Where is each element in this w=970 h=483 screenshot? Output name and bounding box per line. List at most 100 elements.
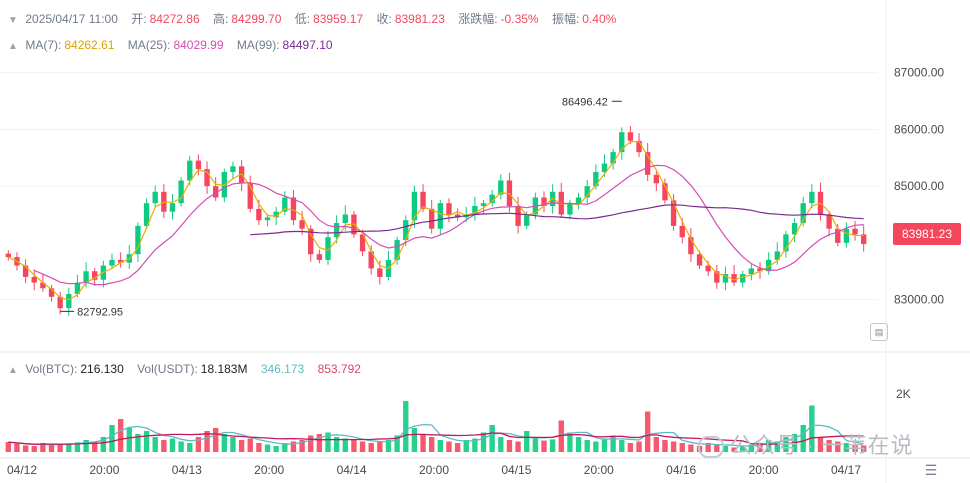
low-value: 83959.17 (313, 12, 364, 26)
change-label: 涨跌幅: (458, 12, 498, 26)
volume-bar (463, 440, 469, 452)
volume-bar (22, 445, 29, 452)
volume-bar (308, 435, 314, 452)
time-axis-label: 20:00 (749, 463, 779, 477)
vol-usdt-label: Vol(USDT): (137, 362, 198, 376)
candle-body (273, 211, 279, 218)
volume-bar (843, 443, 850, 452)
volume-bar (117, 419, 124, 452)
volume-bar (109, 425, 115, 452)
candle-body (178, 180, 184, 204)
high-value: 84299.70 (231, 12, 282, 26)
vol-usdt-value: 18.183M (200, 362, 248, 376)
candle-body (83, 271, 89, 283)
candle-body (705, 265, 711, 272)
chart-settings-icon[interactable]: ▤ (870, 323, 888, 341)
candle-body (662, 183, 668, 201)
volume-bar (662, 440, 668, 452)
volume-bar (325, 432, 331, 452)
candle-body (765, 259, 772, 272)
volume-bar (826, 440, 832, 452)
amplitude-label: 振幅: (551, 12, 580, 26)
volume-bar (213, 428, 219, 452)
volume-bar (861, 445, 867, 452)
candle-body (714, 271, 720, 283)
volume-bar (757, 443, 763, 452)
candle-body (619, 132, 625, 153)
volume-bar (230, 437, 236, 452)
volume-bar (852, 444, 858, 452)
volume-bar (489, 425, 495, 452)
candle-body (670, 200, 677, 226)
candle-body (748, 268, 755, 275)
volume-bar (817, 437, 824, 452)
volume-bar (498, 437, 504, 452)
volume-bar (57, 444, 63, 452)
volume-bar (161, 440, 167, 452)
time-axis-label: 04/17 (831, 463, 861, 477)
candle-body (688, 237, 694, 255)
candle-body (480, 203, 487, 207)
volume-bar (688, 444, 694, 452)
ma25-line (33, 164, 864, 286)
candle-body (843, 228, 850, 243)
volume-bar (809, 405, 815, 452)
volume-bar (178, 441, 184, 452)
chevron-down-icon[interactable]: ▲ (8, 365, 18, 376)
volume-bar (74, 442, 81, 452)
close-value: 83981.23 (394, 12, 445, 26)
chevron-down-icon[interactable]: ▲ (8, 41, 18, 52)
candle-body (472, 206, 478, 215)
ma7-line (8, 141, 864, 301)
volume-bar (506, 440, 513, 452)
amplitude-value: 0.40% (582, 12, 617, 26)
volume-bar (515, 441, 521, 452)
volume-bar (584, 440, 590, 452)
volume-bar (645, 411, 651, 452)
vol-ma2-value: 853.792 (317, 362, 361, 376)
volume-bar (351, 440, 357, 452)
candle-body (403, 220, 409, 241)
time-axis-label: 20:00 (254, 463, 284, 477)
volume-info-bar: ▲ Vol(BTC): 216.130 Vol(USDT): 18.183M 346… (8, 362, 371, 376)
menu-icon[interactable]: ☰ (924, 462, 938, 478)
volume-bar (610, 435, 616, 452)
volume-bar (126, 428, 132, 452)
current-price-tag: 83981.23 (893, 223, 961, 245)
candle-body (40, 282, 46, 289)
candle-body (135, 225, 141, 255)
candle-body (791, 223, 798, 235)
candle-body (757, 268, 763, 272)
candle-body (299, 220, 305, 229)
candle-body (601, 163, 608, 172)
vol-btc-value: 216.130 (80, 362, 124, 376)
ma7-value: 84262.61 (64, 38, 115, 52)
volume-bar (316, 434, 323, 452)
ma25-value: 84029.99 (173, 38, 224, 52)
price-axis-label: 86000.00 (894, 122, 944, 136)
ma-info-bar: ▲ MA(7): 84262.61 MA(25): 84029.99 MA(99):… (8, 38, 343, 52)
candle-body (627, 132, 634, 141)
high-marker-label: 86496.42 (562, 96, 608, 108)
volume-bar (135, 434, 141, 452)
chevron-down-icon[interactable]: ▼ (8, 15, 18, 26)
candle-body (264, 217, 271, 221)
candle-body (48, 288, 55, 297)
candle-body (575, 197, 582, 204)
volume-bar (670, 441, 677, 452)
vol-ma1-value: 346.173 (260, 362, 305, 376)
volume-bar (342, 438, 348, 452)
volume-bar (359, 441, 366, 452)
time-axis-label: 04/14 (337, 463, 367, 477)
volume-bar (5, 442, 11, 452)
candle-body (489, 194, 495, 204)
volume-bar (748, 444, 755, 452)
candle-body (584, 186, 590, 198)
candle-body (109, 259, 115, 266)
volume-bar (472, 438, 478, 452)
candle-body (567, 203, 573, 215)
candle-body (5, 253, 11, 258)
time-axis-label: 04/15 (501, 463, 531, 477)
candle-body (636, 140, 642, 153)
